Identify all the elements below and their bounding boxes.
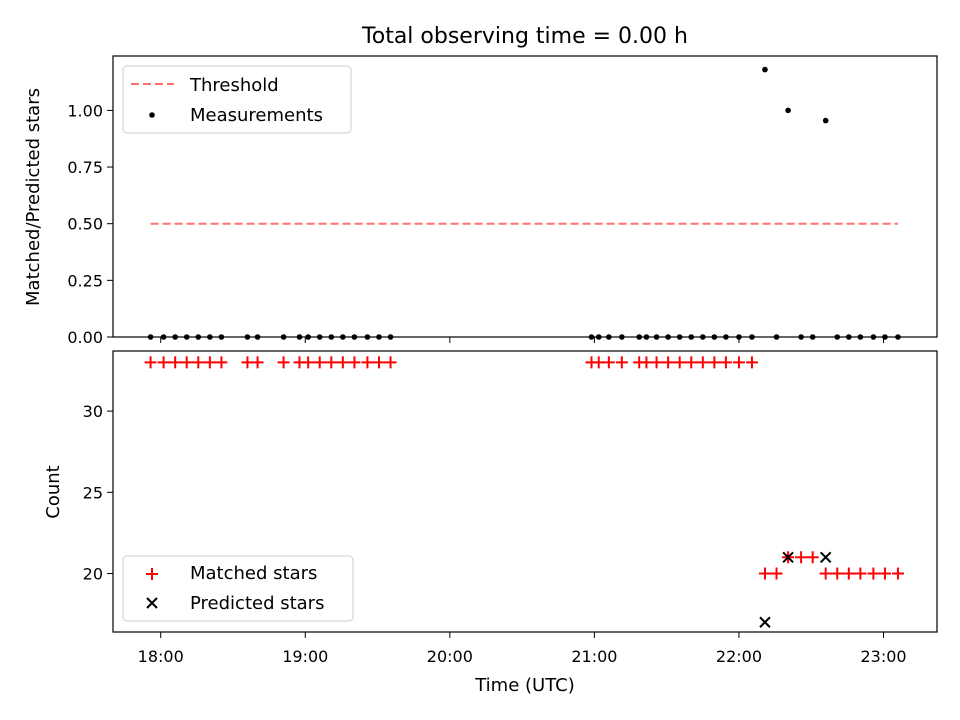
matched-star-marker — [842, 567, 855, 580]
matched-star-marker — [192, 356, 205, 369]
x-tick-label: 21:00 — [571, 647, 617, 666]
measurement-point — [785, 107, 791, 114]
matched-star-marker — [854, 567, 867, 580]
matched-star-marker — [696, 356, 709, 369]
matched-star-marker — [891, 567, 904, 580]
ratio-panel: 0.00 0.25 0.50 0.75 1.00 — [67, 55, 938, 347]
matched-star-marker — [662, 356, 675, 369]
x-tick-label: 18:00 — [138, 647, 184, 666]
count-panel: 20 25 30 — [83, 350, 938, 638]
ratio-legend-box — [122, 65, 352, 134]
count-legend: Matched stars Predicted stars — [122, 555, 354, 622]
ratio-y-tick-label: 0.50 — [67, 215, 103, 234]
ratio-y-tick-label: 0.25 — [67, 271, 103, 290]
matched-star-marker — [157, 356, 170, 369]
x-tick-label: 19:00 — [282, 647, 328, 666]
predicted-star-marker — [759, 616, 771, 628]
matched-star-marker — [732, 356, 745, 369]
time-axis: 18:00 19:00 20:00 21:00 22:00 23:00 — [138, 647, 907, 666]
measurement-point — [762, 66, 768, 73]
count-legend-box — [122, 555, 354, 622]
matched-star-marker — [215, 356, 228, 369]
matched-star-marker — [592, 356, 605, 369]
matched-legend-swatch — [146, 568, 158, 580]
ratio-legend: Threshold Measurements — [122, 65, 352, 134]
ratio-y-tick-label: 0.00 — [67, 328, 103, 347]
predicted-star-marker — [782, 551, 794, 563]
matched-star-marker — [313, 356, 326, 369]
matched-star-marker — [325, 356, 338, 369]
matched-star-marker — [878, 567, 891, 580]
matched-star-marker — [831, 567, 844, 580]
matched-star-marker — [180, 356, 193, 369]
predicted-legend-label: Predicted stars — [190, 593, 324, 614]
matched-star-marker — [673, 356, 686, 369]
matched-star-marker — [708, 356, 721, 369]
matched-star-marker — [144, 356, 157, 369]
matched-star-marker — [806, 551, 819, 564]
threshold-legend-label: Threshold — [189, 75, 279, 96]
matched-star-marker — [745, 356, 758, 369]
matched-star-marker — [770, 567, 783, 580]
matched-star-marker — [277, 356, 290, 369]
ratio-axes-frame — [112, 55, 938, 338]
count-y-tick-label: 25 — [83, 483, 103, 502]
x-tick-label: 23:00 — [860, 647, 906, 666]
matched-legend-label: Matched stars — [190, 563, 317, 584]
matched-star-marker — [615, 356, 628, 369]
matched-star-marker — [372, 356, 385, 369]
matched-star-marker — [336, 356, 349, 369]
ratio-y-axis-label: Matched/Predicted stars — [23, 88, 44, 306]
matched-star-marker — [348, 356, 361, 369]
predicted-star-b — [819, 551, 832, 563]
matched-star-marker — [719, 356, 732, 369]
matched-star-marker — [819, 567, 832, 580]
measurements-legend-swatch — [149, 112, 155, 118]
matched-star-marker — [685, 356, 698, 369]
predicted-legend-swatch — [146, 597, 158, 609]
ratio-y-tick-label: 0.75 — [67, 158, 103, 177]
count-y-tick-label: 20 — [83, 565, 103, 584]
x-axis-label: Time (UTC) — [474, 675, 575, 696]
matched-star-marker — [302, 356, 315, 369]
predicted-star-marker — [819, 551, 832, 563]
x-tick-label: 20:00 — [427, 647, 473, 666]
predicted-star-b — [759, 616, 771, 628]
matched-star-marker — [361, 356, 374, 369]
matched-star-marker — [251, 356, 264, 369]
ratio-y-tick-label: 1.00 — [67, 101, 103, 120]
count-y-tick-label: 30 — [83, 402, 103, 421]
matched-star-marker — [640, 356, 653, 369]
measurements-legend-label: Measurements — [190, 105, 323, 126]
measurement-point — [822, 117, 829, 124]
predicted-star-b — [782, 551, 794, 563]
chart-title: Total observing time = 0.00 h — [361, 24, 688, 49]
matched-star-marker — [795, 551, 808, 564]
count-y-axis-label: Count — [43, 465, 64, 518]
matched-star-marker — [602, 356, 615, 369]
matched-star-marker — [758, 567, 771, 580]
matched-star-marker — [650, 356, 663, 369]
matched-star-marker — [203, 356, 216, 369]
matched-star-marker — [169, 356, 182, 369]
count-axes-frame — [112, 350, 938, 633]
x-tick-label: 22:00 — [716, 647, 762, 666]
matched-star-marker — [241, 356, 254, 369]
matched-star-marker — [867, 567, 880, 580]
matched-star-marker — [384, 356, 397, 369]
